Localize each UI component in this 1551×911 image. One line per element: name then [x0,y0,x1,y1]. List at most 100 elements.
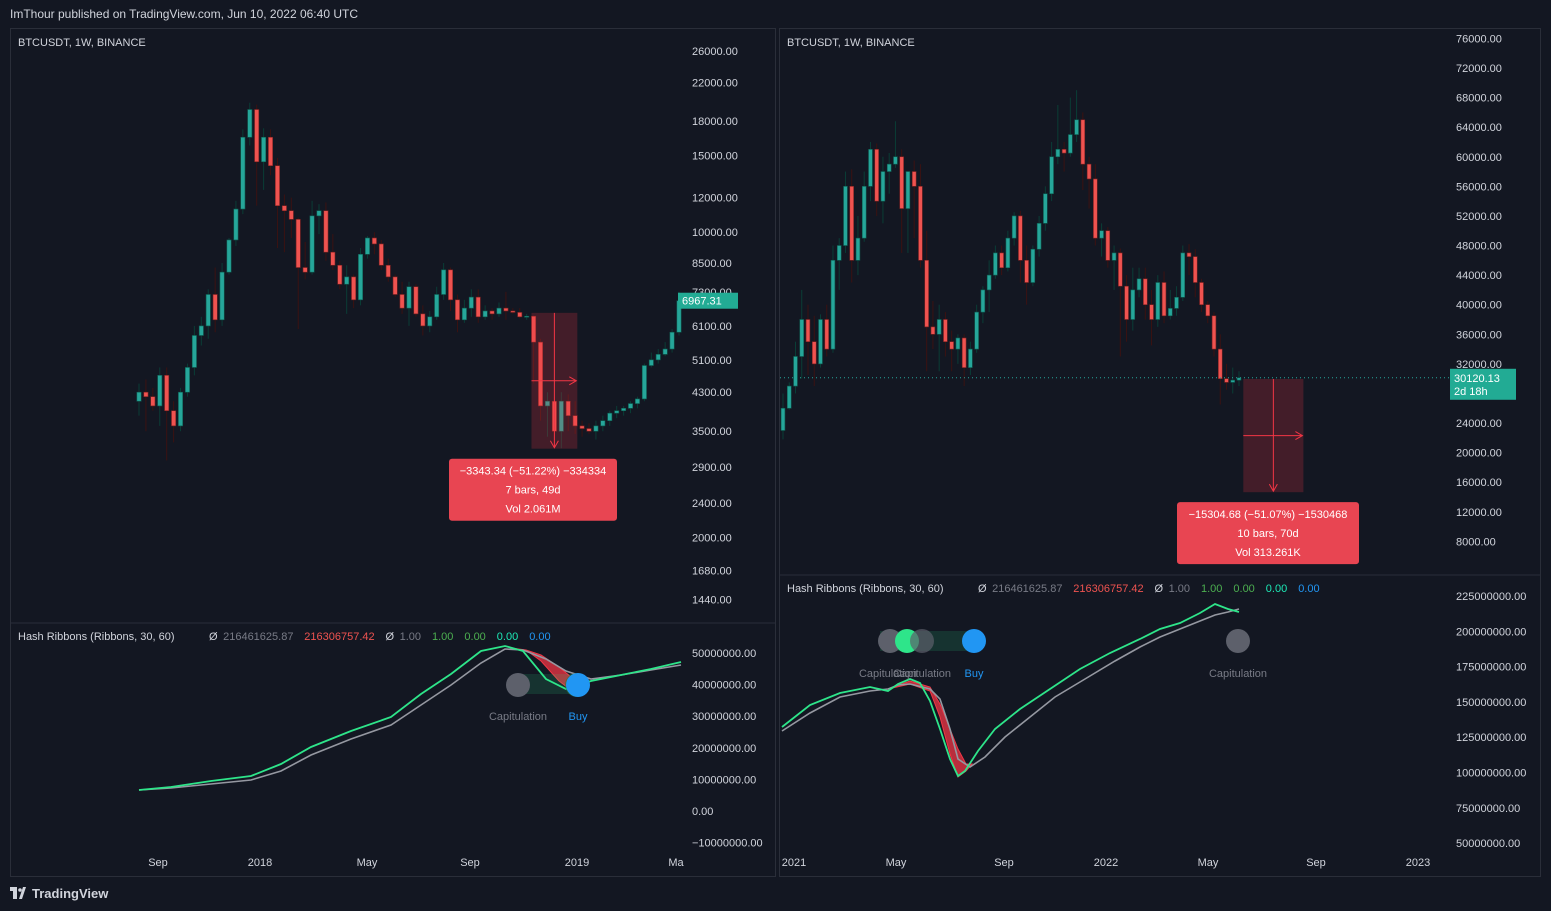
capitulation-dot-2 [910,629,934,653]
candle [1230,379,1235,383]
candle [434,294,440,318]
time-tick-label: 2023 [1406,857,1430,869]
candle [1111,252,1117,261]
candle [385,264,391,278]
indicator-tick-label: 150000000.00 [1456,697,1526,709]
candle [886,163,892,172]
price-tick-label: 16000.00 [1456,477,1502,489]
candle [323,210,329,253]
price-tick-label: 8500.00 [692,258,732,270]
indicator-value: 0.00 [464,631,485,643]
time-tick-label: 2022 [1094,857,1118,869]
indicator-name: Hash Ribbons (Ribbons, 30, 60) [18,631,175,643]
candle [830,260,836,350]
candle [1211,315,1217,350]
candle [1155,282,1161,320]
right-chart-panel[interactable]: 76000.00 72000.00 68000.00 64000.00 60000.00… [779,28,1541,877]
indicator-tick-label: −10000000.00 [692,838,763,850]
candle [1080,119,1086,165]
candle [219,271,225,321]
capitulation-label: Capitulation [859,668,917,680]
last-price-tag [678,292,738,309]
measure-label-box [1177,502,1359,565]
time-tick-label: 2018 [248,857,272,869]
indicator-value: 1.00 [432,631,453,643]
candle [247,109,253,138]
time-tick-label: May [357,857,378,869]
price-tick-label: 8000.00 [1456,536,1496,548]
price-tick-label: 26000.00 [692,46,738,58]
time-tick-label: May [1198,857,1219,869]
time-tick-label: Sep [994,857,1014,869]
candle [136,391,142,402]
candle [316,210,322,217]
left-chart-svg[interactable]: 26000.00 22000.00 18000.00 15000.00 12000.00… [11,29,776,877]
candle [233,208,239,241]
candle [1055,149,1061,158]
indicator-sym: Ø [386,631,395,643]
candle [358,253,363,301]
left-chart-panel[interactable]: 26000.00 22000.00 18000.00 15000.00 12000.00… [10,28,776,877]
price-tick-label: 12000.00 [1456,507,1502,519]
candle [974,311,979,350]
hash-ribbon-fast [781,603,1240,778]
capitulation-dot [878,629,902,653]
price-tick-label: 40000.00 [1456,300,1502,312]
price-tick-label: 15000.00 [692,150,738,162]
price-tick-label: 56000.00 [1456,181,1502,193]
price-tick-label: 12000.00 [692,193,738,205]
capitulation-dot [506,673,530,697]
indicator-value: 0.00 [1298,583,1319,595]
candle [849,186,854,261]
price-tick-label: 5100.00 [692,355,732,367]
candle [868,149,873,187]
candle [893,156,898,165]
candle [171,410,177,427]
hash-ribbon-slow [781,608,1240,768]
indicator-value: 1.00 [1201,583,1222,595]
hash-ribbon-slow [138,648,682,791]
price-tick-label: 20000.00 [1456,448,1502,460]
candle [538,341,543,407]
measure-label-change: −15304.68 (−51.07%) −1530468 [1189,509,1348,521]
candle [351,276,357,301]
candle [930,326,936,335]
candle [1236,377,1242,381]
last-price-value: 6967.31 [682,296,722,308]
tradingview-brand[interactable]: TradingView [10,886,108,901]
candle [880,171,886,202]
candle [365,237,370,255]
candle [448,269,453,301]
price-tick-label: 1680.00 [692,565,732,577]
brand-label: TradingView [32,886,109,901]
candle [1143,278,1148,305]
candle [955,337,961,350]
candle [164,375,170,412]
candle [1049,156,1054,195]
candle [392,276,398,295]
candle [943,319,948,342]
candle [824,319,829,350]
candle [150,396,156,407]
last-price-countdown: 2d 18h [1454,386,1488,398]
candle [905,171,911,209]
candle [517,312,523,318]
price-tick-label: 2900.00 [692,462,732,474]
price-tick-label: 10000.00 [692,227,738,239]
candle [406,286,412,309]
measure-label-bars: 7 bars, 49d [505,485,560,497]
price-tick-label: 36000.00 [1456,329,1502,341]
indicator-tick-label: 50000000.00 [692,648,756,660]
right-chart-svg[interactable]: 76000.00 72000.00 68000.00 64000.00 60000.00… [780,29,1541,877]
candle [185,367,190,393]
publisher-text: ImThour published on TradingView.com, Ju… [10,7,358,21]
candle [1036,223,1042,250]
hash-ribbon-fast [138,645,682,791]
candle [818,319,823,365]
price-tick-label: 52000.00 [1456,211,1502,223]
candle [531,315,537,343]
time-tick-label: Ma [668,857,684,869]
candle [288,210,294,220]
candle [441,269,447,295]
candle [648,359,654,366]
